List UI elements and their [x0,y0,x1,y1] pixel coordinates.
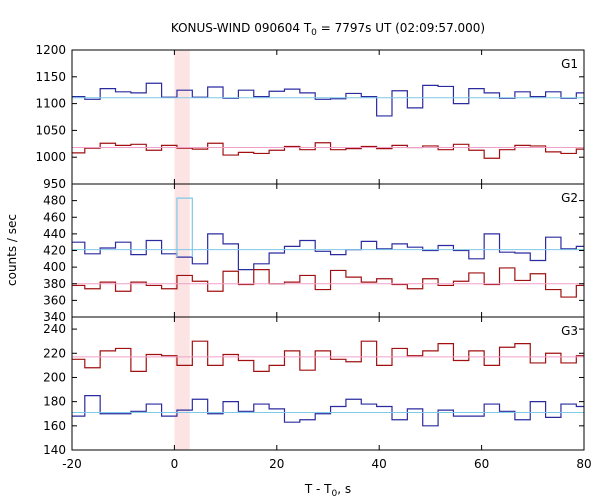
x-axis-label: T - T0, s [304,482,351,499]
y-tick-label: 460 [43,210,66,224]
panel-g1: 950 1000 1050 1100 1150 1200 G1 [35,43,585,191]
y-tick-label: 240 [43,322,66,336]
panel-g2: 340 360 380 400 420 440 460 480 G2 [43,183,585,324]
g2-blue-histogram [72,233,584,271]
x-tick-label: 80 [576,457,591,471]
g1-red-histogram [72,142,584,159]
y-tick-label: 950 [43,177,66,191]
detector-panels: 950 1000 1050 1100 1150 1200 G1 340 360 380 400 420… [35,43,585,457]
panel-frame [71,183,585,318]
y-tick-label: 440 [43,227,66,241]
x-tick-label: 60 [474,457,489,471]
y-tick-label: 400 [43,260,66,274]
panel-frame [71,49,585,185]
panel-label: G2 [561,191,578,205]
y-tick-label: 140 [43,443,66,457]
y-tick-label: 1000 [35,150,66,164]
panel-frame [71,316,585,451]
y-tick-label: 1100 [35,97,66,111]
g1-blue-histogram [72,82,584,117]
y-tick-label: 160 [43,419,66,433]
y-tick-label: 380 [43,277,66,291]
panel-series-group [72,197,584,298]
panel-series-group [72,82,584,159]
x-tick-label: 40 [372,457,387,471]
y-axis-label: counts / sec [5,214,19,286]
y-tick-label: 480 [43,194,66,208]
x-tick-label: -20 [62,457,82,471]
y-tick-label: 360 [43,293,66,307]
g3-red-histogram [72,340,584,373]
panel-label: G1 [561,57,578,71]
y-tick-label: 180 [43,395,66,409]
y-tick-label: 340 [43,310,66,324]
y-tick-label: 1050 [35,123,66,137]
y-tick-label: 1150 [35,70,66,84]
chart-title: KONUS-WIND 090604 T0 = 7797s UT (02:09:5… [171,21,485,38]
g2-spike-line [176,197,193,258]
g2-red-histogram [72,267,584,298]
y-tick-label: 220 [43,346,66,360]
panel-label: G3 [561,324,578,338]
panel-g3: 140 160 180 200 220 240 G3 [43,316,585,457]
x-axis: -20 0 20 40 60 80 [62,457,591,471]
y-tick-label: 420 [43,244,66,258]
g3-blue-histogram [72,394,584,427]
panel-series-group [72,340,584,427]
figure-title: KONUS-WIND 090604 T0 = 7797s UT (02:09:5… [171,21,485,38]
y-tick-label: 1200 [35,43,66,57]
x-tick-label: 20 [269,457,284,471]
x-tick-label: 0 [171,457,179,471]
y-tick-label: 200 [43,370,66,384]
